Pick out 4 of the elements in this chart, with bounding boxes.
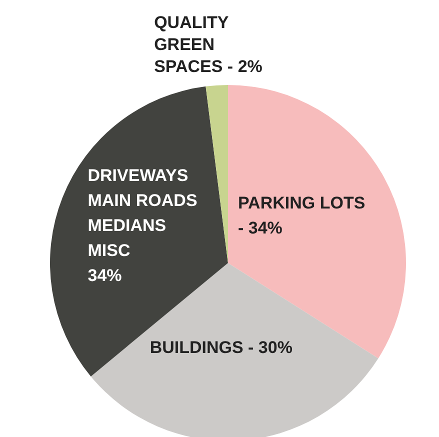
slice-label: PARKING LOTS - 34% [238,194,366,238]
slice-label: DRIVEWAYS MAIN ROADS MEDIANS MISC 34% [88,166,198,286]
slice-label: QUALITY GREEN SPACES - 2% [154,13,262,76]
slice-label: BUILDINGS - 30% [150,338,292,357]
